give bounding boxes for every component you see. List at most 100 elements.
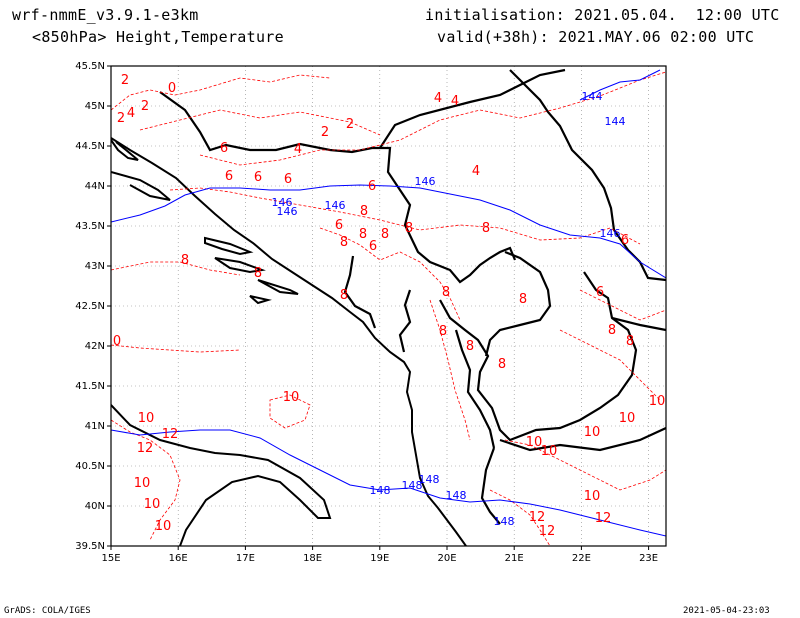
temperature-contour-label: 8 [340,235,348,250]
height-contour-label: 144 [582,90,603,103]
temperature-contour-label: 8 [340,288,348,303]
temperature-contour-label: 12 [539,524,556,539]
temperature-contour-label: 8 [359,227,367,242]
temperature-contour-label: 8 [254,266,262,281]
temperature-contour-label: 10 [144,497,161,512]
temperature-contour-label: 2 [121,73,129,88]
temperature-contour-label: 12 [595,511,612,526]
temperature-contour-label: 6 [621,233,629,248]
temperature-contour-label: 6 [254,170,262,185]
temperature-contour-label: 12 [137,441,154,456]
lon-label: 15E [101,553,120,564]
temperature-contour-label: 6 [596,285,604,300]
temperature-contour-label: 4 [451,94,459,109]
temperature-contour-label: 4 [294,142,302,157]
temperature-contour-label: 10 [619,411,636,426]
lat-label: 43.5N [75,221,105,232]
temperature-contour-label: 8 [442,285,450,300]
temperature-contour-label: 6 [284,172,292,187]
height-contour-label: 146 [415,175,436,188]
lon-label: 18E [303,553,322,564]
temperature-contour-label: 6 [335,218,343,233]
temperature-contour-label: 2 [117,111,125,126]
lon-label: 23E [639,553,658,564]
temperature-contour-label: 4 [472,164,480,179]
height-contour-label: 144 [605,115,626,128]
height-contour-label: 148 [402,479,423,492]
lon-label: 16E [169,553,188,564]
temperature-contour-label: 6 [368,179,376,194]
temperature-contours [111,71,666,546]
lon-label: 19E [370,553,389,564]
temperature-contour-label: 10 [134,476,151,491]
height-contour-label: 146 [272,196,293,209]
lat-label: 43N [85,261,105,272]
temperature-contour-label: 8 [181,253,189,268]
temperature-contour-label: 6 [220,141,228,156]
gridlines [111,66,666,546]
temperature-contour-label: 12 [162,427,179,442]
temperature-contour-label: 10 [138,411,155,426]
height-contour-label: 148 [494,515,515,528]
temperature-contour-label: 8 [519,292,527,307]
footer-credit: GrADS: COLA/IGES [4,606,91,616]
lat-label: 42N [85,341,105,352]
lat-label: 44N [85,181,105,192]
height-contour-label: 148 [370,484,391,497]
temperature-contour-label: 8 [405,221,413,236]
temperature-contour-label: 10 [155,519,172,534]
lat-label: 44.5N [75,141,105,152]
lat-label: 45.5N [75,61,105,72]
temperature-contour-label: 8 [482,221,490,236]
temperature-contour-label: 6 [225,169,233,184]
lon-label: 17E [236,553,255,564]
temperature-contour-label: 10 [541,444,558,459]
init-time: initialisation: 2021.05.04. 12:00 UTC [425,6,780,24]
temperature-contour-label: 10 [584,489,601,504]
temperature-contour-label: 0 [168,81,176,96]
temperature-contour-label: 2 [321,125,329,140]
lat-label: 42.5N [75,301,105,312]
valid-time: valid(+38h): 2021.MAY.06 02:00 UTC [437,28,755,46]
coastlines [111,137,467,546]
temperature-contour-label: 10 [526,435,543,450]
height-contour-label: 146 [277,205,298,218]
lon-label: 21E [505,553,524,564]
height-contour-label: 148 [419,473,440,486]
temperature-contour-label: 4 [127,106,135,121]
temperature-contour-label: 8 [439,324,447,339]
borders [159,68,666,525]
lon-label: 20E [437,553,456,564]
temperature-contour-label: 8 [498,357,506,372]
lat-label: 40N [85,501,105,512]
lat-label: 41.5N [75,381,105,392]
temperature-contour-label: 2 [141,99,149,114]
temperature-contour-label: 8 [360,204,368,219]
lat-label: 40.5N [75,461,105,472]
model-title: wrf-nmmE_v3.9.1-e3km [12,6,199,24]
lat-label: 39.5N [75,541,105,552]
lon-label: 22E [572,553,591,564]
temperature-contour-label: 8 [608,323,616,338]
height-contour-label: 146 [600,227,621,240]
field-title: <850hPa> Height,Temperature [32,28,284,46]
temperature-contour-label: 6 [369,239,377,254]
temperature-contour-label: 2 [346,117,354,132]
axis-labels: 45.5N 45N 44.5N 44N 43.5N 43N 42.5N 42N 41.5N 41N… [75,61,658,564]
temperature-contour-label: 0 [113,334,121,349]
temperature-contour-label: 8 [381,227,389,242]
height-contour-label: 146 [325,199,346,212]
temperature-contour-label: 8 [466,339,474,354]
height-contour-label: 148 [446,489,467,502]
temperature-contour-label: 10 [584,425,601,440]
temperature-contour-label: 4 [434,91,442,106]
temperature-contour-label: 12 [529,510,546,525]
map-frame [110,65,667,547]
height-contours [111,69,666,537]
lat-label: 41N [85,421,105,432]
lat-label: 45N [85,101,105,112]
temperature-contour-label: 10 [649,394,666,409]
